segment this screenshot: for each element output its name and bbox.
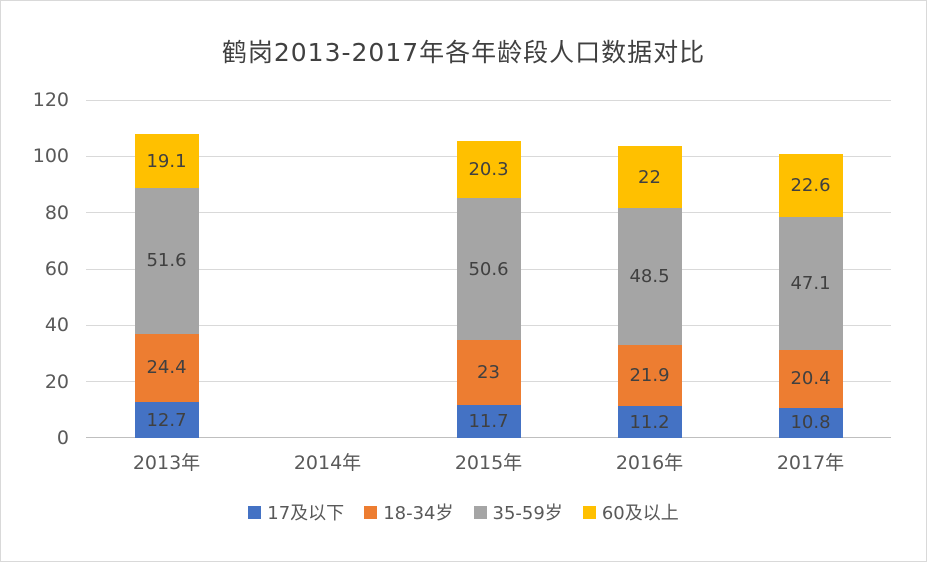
bar-segment: 21.9 [617, 344, 682, 407]
y-tick-label: 100 [32, 145, 69, 168]
y-axis: 0 20 40 60 80 100 120 [1, 89, 73, 449]
legend-label: 60及以上 [601, 503, 679, 524]
bar-segment: 19.1 [134, 134, 199, 189]
x-tick-label: 2016年 [615, 452, 684, 474]
bar-segment-label: 11.7 [468, 411, 509, 433]
legend-item: 60及以上 [582, 499, 679, 525]
bar-segment-label: 50.6 [468, 258, 509, 280]
x-axis: 2013年 2014年 2015年 2016年 2017年 [86, 448, 891, 476]
bar-segment: 23 [456, 340, 521, 406]
legend-label: 17及以下 [267, 503, 345, 524]
bar-segment: 47.1 [778, 217, 843, 351]
legend-item: 18-34岁 [364, 499, 454, 525]
gridline [86, 99, 891, 101]
y-tick-label: 0 [56, 427, 69, 449]
legend-label: 18-34岁 [383, 503, 454, 524]
bar-segment: 12.7 [134, 402, 199, 438]
legend-label: 35-59岁 [492, 503, 563, 524]
bar-segment-label: 51.6 [146, 250, 187, 272]
bar-segment: 22.6 [778, 153, 843, 218]
bar-segment-label: 20.3 [468, 158, 509, 180]
legend-swatch-icon [248, 505, 262, 519]
bar-segment: 20.4 [778, 350, 843, 408]
y-tick-label: 60 [44, 258, 69, 280]
x-tick-label: 2017年 [776, 452, 845, 474]
bar-segment-label: 22 [638, 166, 661, 188]
legend-item: 35-59岁 [473, 499, 563, 525]
x-tick-label: 2015年 [454, 452, 523, 474]
bar-segment-label: 19.1 [146, 150, 187, 172]
bar-segment: 24.4 [134, 333, 199, 403]
bar-segment-label: 47.1 [790, 273, 831, 295]
legend-swatch-icon [582, 505, 596, 519]
bar-segment: 11.2 [617, 406, 682, 438]
legend-item: 17及以下 [248, 499, 344, 525]
bar-segment: 50.6 [456, 197, 521, 341]
bar-segment: 51.6 [134, 188, 199, 334]
y-tick-label: 120 [32, 89, 69, 111]
legend-swatch-icon [473, 505, 487, 519]
bar-segment: 11.7 [456, 405, 521, 438]
bar-segment: 20.3 [456, 140, 521, 198]
y-tick-label: 40 [44, 314, 69, 337]
legend: 17及以下 18-34岁 35-59岁 60及以上 [1, 497, 926, 527]
bar-segment-label: 12.7 [146, 409, 187, 431]
bar-segment-label: 23 [477, 362, 500, 384]
x-tick-label: 2014年 [293, 452, 362, 474]
bar-segment-label: 48.5 [629, 265, 670, 287]
y-tick-label: 80 [44, 201, 69, 224]
bar-segment-label: 22.6 [790, 175, 831, 197]
bar-segment-label: 11.2 [629, 411, 670, 433]
bar-segment-label: 20.4 [790, 368, 831, 390]
bar-segment: 10.8 [778, 407, 843, 438]
bar-segment: 22 [617, 146, 682, 209]
bar-segment-label: 21.9 [629, 365, 670, 387]
x-tick-label: 2013年 [132, 452, 201, 474]
plot-area: 12.7 24.4 51.6 19.1 11.7 23 50.6 20.3 11.2 21.9 48… [86, 99, 891, 438]
bar-segment-label: 24.4 [146, 357, 187, 379]
y-tick-label: 20 [44, 370, 69, 393]
bar-segment: 48.5 [617, 208, 682, 345]
bar-segment-label: 10.8 [790, 412, 831, 434]
legend-swatch-icon [364, 505, 378, 519]
chart-title: 鹤岗2013-2017年各年龄段人口数据对比 [221, 38, 706, 67]
